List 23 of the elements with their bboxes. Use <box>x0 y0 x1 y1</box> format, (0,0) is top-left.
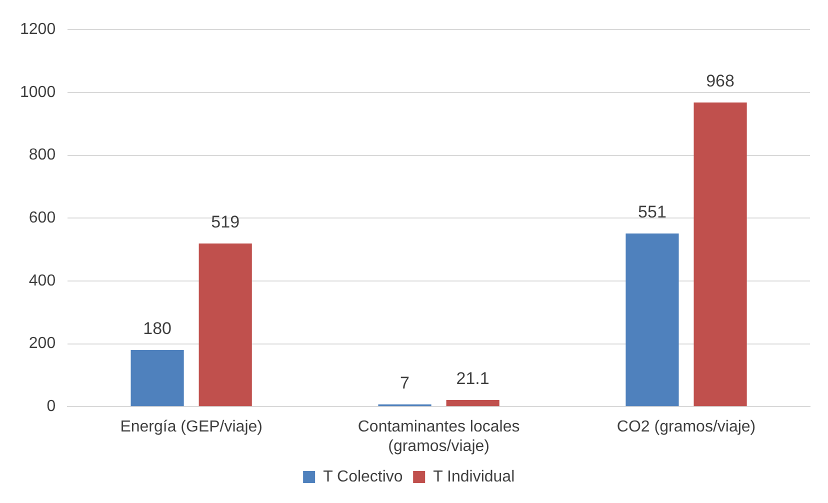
data-label: 180 <box>143 319 172 338</box>
y-tick-label: 800 <box>28 146 56 164</box>
data-label: 7 <box>400 374 410 393</box>
data-label: 21.1 <box>456 369 490 388</box>
bar <box>694 102 747 406</box>
y-tick-label: 200 <box>28 335 56 352</box>
y-tick-label: 0 <box>46 398 56 416</box>
legend-label: T Individual <box>433 468 515 486</box>
data-label: 968 <box>706 72 734 91</box>
y-tick-label: 1000 <box>20 84 56 101</box>
data-label: 519 <box>211 212 240 232</box>
y-tick-label: 600 <box>28 210 56 227</box>
x-tick-label: CO2 (gramos/viaje) <box>616 418 756 436</box>
x-tick-label: Contaminantes locales (gramos/viaje) <box>358 418 520 455</box>
x-tick-label: Energía (GEP/viaje) <box>120 418 262 436</box>
legend-label: T Colectivo <box>323 468 403 486</box>
data-label: 551 <box>638 202 666 222</box>
y-tick-label: 1200 <box>20 21 56 38</box>
bar <box>198 244 252 406</box>
bar <box>626 233 679 406</box>
bar <box>446 400 500 406</box>
y-tick-label: 400 <box>28 272 56 290</box>
bar <box>130 350 184 406</box>
